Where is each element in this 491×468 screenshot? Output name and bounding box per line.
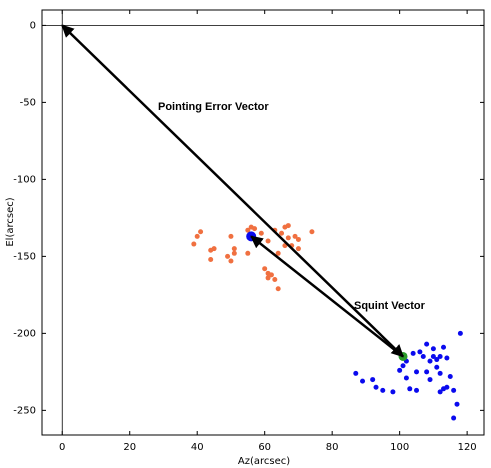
point — [457, 330, 463, 336]
point — [434, 364, 440, 370]
point — [430, 346, 436, 352]
point — [437, 389, 443, 395]
point — [437, 370, 443, 376]
point — [198, 229, 204, 235]
y-tick-label: 0 — [30, 20, 36, 31]
point — [444, 355, 450, 361]
y-tick-label: -50 — [20, 97, 36, 108]
point — [390, 389, 396, 395]
y-tick-label: -200 — [13, 328, 36, 339]
point — [309, 229, 315, 235]
y-axis-title: El(arcsec) — [5, 197, 16, 246]
point — [272, 276, 278, 282]
point — [454, 401, 460, 407]
vector-label: Squint Vector — [354, 300, 426, 312]
point — [245, 250, 251, 256]
point — [427, 377, 433, 383]
point — [407, 386, 413, 392]
y-tick-label: -100 — [13, 174, 36, 185]
point — [285, 223, 291, 229]
point — [265, 238, 271, 244]
point — [268, 272, 274, 278]
x-tick-label: 120 — [458, 442, 477, 453]
x-axis-title: Az(arcsec) — [238, 456, 290, 467]
x-tick-label: 40 — [191, 442, 204, 453]
point — [437, 353, 443, 359]
point — [225, 253, 231, 259]
point — [252, 226, 258, 232]
point — [380, 387, 386, 393]
point — [373, 384, 379, 390]
point — [424, 369, 430, 375]
point — [417, 349, 423, 355]
point — [231, 246, 237, 252]
point — [444, 384, 450, 390]
point — [211, 246, 217, 252]
x-tick-label: 80 — [326, 442, 339, 453]
point — [231, 250, 237, 256]
point — [208, 256, 214, 262]
point — [194, 233, 200, 239]
point — [420, 353, 426, 359]
point — [228, 233, 234, 239]
x-tick-label: 20 — [123, 442, 136, 453]
point — [430, 353, 436, 359]
y-tick-label: -150 — [13, 251, 36, 262]
x-tick-label: 60 — [258, 442, 271, 453]
point — [403, 375, 409, 381]
y-tick-label: -250 — [13, 405, 36, 416]
point — [191, 241, 197, 247]
point — [414, 387, 420, 393]
point — [370, 377, 376, 383]
vector-arrow — [250, 235, 404, 358]
point — [410, 350, 416, 356]
point — [275, 286, 281, 292]
point — [424, 341, 430, 347]
point — [397, 367, 403, 373]
point — [451, 415, 457, 421]
vector-arrow — [61, 24, 404, 358]
point — [285, 235, 291, 241]
point — [400, 363, 406, 369]
point — [451, 387, 457, 393]
plot-frame — [41, 9, 485, 436]
point — [434, 357, 440, 363]
point — [228, 258, 234, 264]
x-tick-label: 100 — [390, 442, 409, 453]
point — [441, 344, 447, 350]
point — [353, 370, 359, 376]
point — [262, 266, 268, 272]
point — [258, 230, 264, 236]
point — [360, 378, 366, 384]
point — [414, 369, 420, 375]
point — [427, 358, 433, 364]
vector-label: Pointing Error Vector — [158, 101, 269, 113]
point — [447, 373, 453, 379]
x-tick-label: 0 — [59, 442, 65, 453]
point — [295, 246, 301, 252]
point — [295, 236, 301, 242]
